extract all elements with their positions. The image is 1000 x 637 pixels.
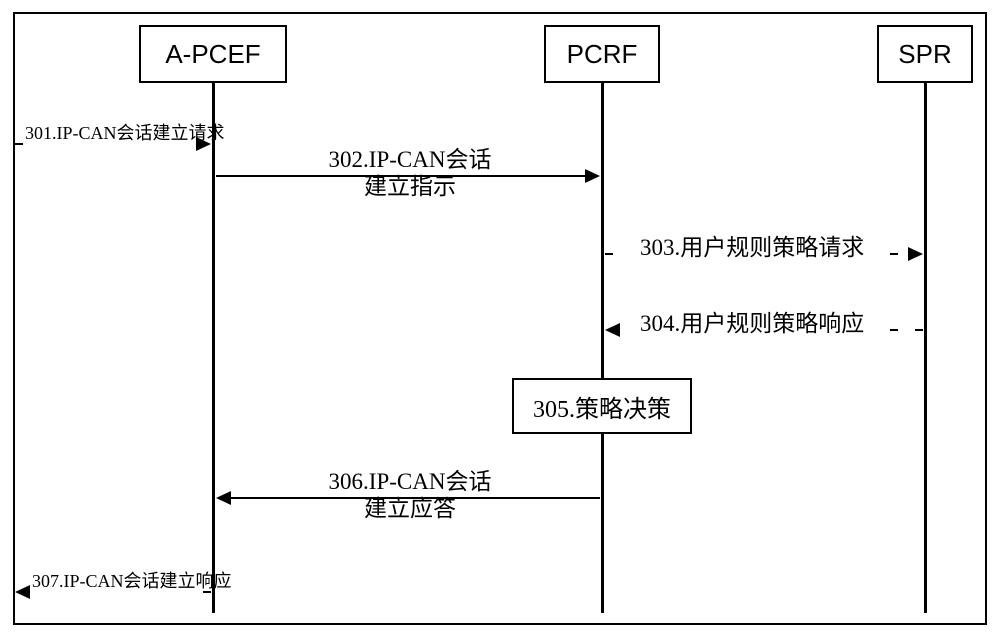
msg-304-dash <box>890 329 898 331</box>
actor-label: PCRF <box>567 39 638 70</box>
actor-label: SPR <box>898 39 951 70</box>
actor-spr: SPR <box>877 25 973 83</box>
msg-303-arrow <box>908 247 923 261</box>
sequence-diagram: A-PCEF PCRF SPR 301.IP-CAN会话建立请求 302.IP-… <box>0 0 1000 637</box>
process-label: 305.策略决策 <box>533 389 671 424</box>
msg-text: 建立应答 <box>364 496 456 521</box>
msg-303-label: 303.用户规则策略请求 <box>640 228 864 262</box>
msg-303-dash <box>605 253 613 255</box>
lifeline-a-pcef <box>212 83 215 613</box>
actor-a-pcef: A-PCEF <box>139 25 287 83</box>
msg-307-dash <box>203 591 211 593</box>
msg-307-label: 307.IP-CAN会话建立响应 <box>32 567 232 593</box>
lifeline-pcrf-lower <box>601 434 604 613</box>
lifeline-spr <box>924 83 927 613</box>
msg-306-arrow <box>216 491 231 505</box>
msg-304-dash2 <box>915 329 923 331</box>
msg-text: 304.用户规则策略响应 <box>640 311 864 336</box>
msg-text: 建立指示 <box>364 174 456 199</box>
msg-text: 306.IP-CAN会话 <box>329 469 492 494</box>
msg-302-arrow <box>585 169 600 183</box>
msg-304-label: 304.用户规则策略响应 <box>640 304 864 338</box>
msg-text: 303.用户规则策略请求 <box>640 235 864 260</box>
msg-301-arrow <box>196 137 211 151</box>
msg-text: 301.IP-CAN会话建立请求 <box>25 123 225 143</box>
msg-302-label: 302.IP-CAN会话 建立指示 <box>300 146 520 200</box>
msg-303-dash2 <box>890 253 898 255</box>
msg-307-arrow <box>15 585 30 599</box>
msg-text: 307.IP-CAN会话建立响应 <box>32 571 232 591</box>
process-305: 305.策略决策 <box>512 378 692 434</box>
actor-label: A-PCEF <box>165 39 260 70</box>
lifeline-pcrf-upper <box>601 83 604 378</box>
msg-304-arrow <box>605 323 620 337</box>
msg-text: 302.IP-CAN会话 <box>329 147 492 172</box>
msg-301-dash <box>15 143 23 145</box>
msg-306-label: 306.IP-CAN会话 建立应答 <box>300 468 520 522</box>
actor-pcrf: PCRF <box>544 25 660 83</box>
msg-301-label: 301.IP-CAN会话建立请求 <box>25 119 225 145</box>
